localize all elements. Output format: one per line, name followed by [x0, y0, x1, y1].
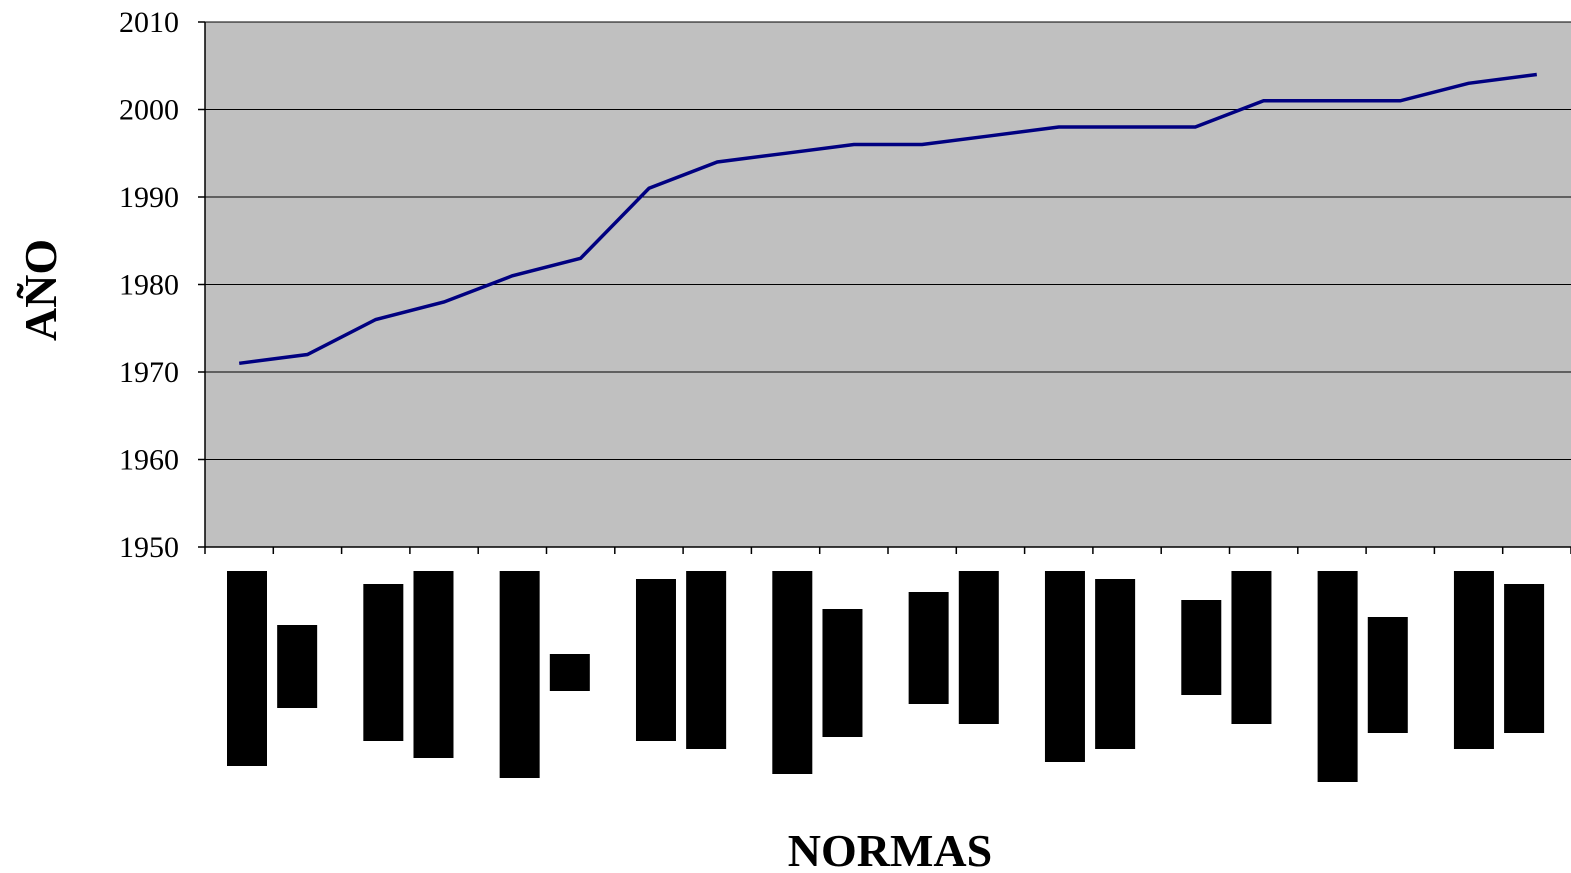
- x-tick-labels-redacted: [227, 571, 1545, 782]
- x-tick-label-redacted: [549, 654, 590, 691]
- x-tick-label-redacted: [1231, 571, 1272, 724]
- x-tick-label-redacted: [1504, 584, 1545, 733]
- x-tick-label-redacted: [1181, 600, 1222, 695]
- y-tick-label: 1990: [119, 181, 179, 214]
- x-tick-label-redacted: [1453, 571, 1494, 749]
- x-tick-label-redacted: [277, 625, 318, 708]
- y-axis-title: AÑO: [15, 239, 66, 341]
- x-tick-label-redacted: [227, 571, 267, 766]
- y-tick-label: 2010: [119, 6, 179, 39]
- x-tick-label-redacted: [1367, 617, 1408, 733]
- y-tick-label: 1960: [119, 444, 179, 477]
- x-tick-label-redacted: [958, 571, 999, 724]
- x-axis-title: NORMAS: [788, 825, 992, 873]
- x-tick-label-redacted: [908, 592, 949, 704]
- y-ticks: 1950 1960 1970 1980 1990 2000 2010: [119, 6, 205, 564]
- x-tick-label-redacted: [772, 571, 813, 774]
- x-tick-label-redacted: [686, 571, 727, 749]
- x-ticks: [204, 547, 1571, 554]
- y-tick-label: 1980: [119, 269, 179, 302]
- x-tick-label-redacted: [1095, 579, 1136, 749]
- x-tick-label-redacted: [499, 571, 540, 778]
- x-tick-label-redacted: [822, 609, 863, 737]
- series-line: [238, 72, 1538, 366]
- x-tick-label-redacted: [413, 571, 454, 758]
- gridlines: [205, 21, 1571, 460]
- y-tick-label: 1950: [119, 531, 179, 564]
- x-tick-label-redacted: [1044, 571, 1085, 762]
- x-tick-label-redacted: [1317, 571, 1358, 782]
- x-tick-label-redacted: [363, 584, 404, 741]
- y-tick-label: 2000: [119, 94, 179, 127]
- y-tick-label: 1970: [119, 356, 179, 389]
- x-tick-label-redacted: [635, 579, 676, 741]
